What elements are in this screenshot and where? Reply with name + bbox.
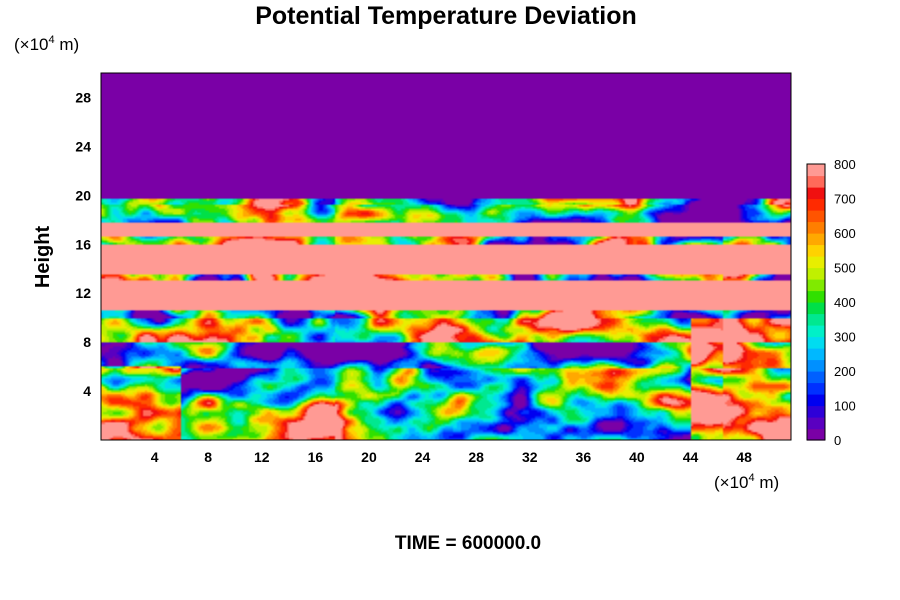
colorbar-swatch xyxy=(807,210,825,223)
y-tick-label: 24 xyxy=(75,138,91,154)
colorbar-swatch xyxy=(807,371,825,384)
colorbar-swatch xyxy=(807,221,825,234)
x-tick-label: 20 xyxy=(361,449,377,465)
colorbar-tick-label: 400 xyxy=(834,295,856,310)
colorbar-swatch xyxy=(807,267,825,280)
y-tick-label: 16 xyxy=(75,236,91,252)
colorbar-swatch xyxy=(807,290,825,303)
colorbar-tick-label: 100 xyxy=(834,399,856,414)
colorbar-swatch xyxy=(807,348,825,361)
colorbar-ticks: 0 100 200 300 400 500 600 700 800 xyxy=(834,157,856,448)
colorbar-swatch xyxy=(807,198,825,211)
colorbar-swatch xyxy=(807,164,825,177)
colorbar xyxy=(806,163,826,441)
y-axis-unit: (×104 m) xyxy=(14,34,79,54)
x-tick-label: 8 xyxy=(204,449,212,465)
x-tick-label: 40 xyxy=(629,449,645,465)
x-tick-label: 4 xyxy=(151,449,159,465)
colorbar-swatch xyxy=(807,359,825,372)
x-tick-label: 48 xyxy=(736,449,752,465)
x-tick-label: 44 xyxy=(683,449,699,465)
y-axis-ticks: 4 8 12 16 20 24 28 xyxy=(75,89,91,399)
colorbar-swatch xyxy=(807,313,825,326)
colorbar-swatch xyxy=(807,233,825,246)
colorbar-tick-label: 0 xyxy=(834,433,841,448)
x-tick-label: 16 xyxy=(308,449,324,465)
x-tick-label: 36 xyxy=(576,449,592,465)
colorbar-swatch xyxy=(807,382,825,395)
colorbar-swatch xyxy=(807,279,825,292)
colorbar-swatch xyxy=(807,394,825,407)
plot-area xyxy=(100,72,792,441)
y-axis-label: Height xyxy=(32,226,54,289)
y-tick-label: 12 xyxy=(75,285,91,301)
colorbar-swatch xyxy=(807,336,825,349)
y-tick-label: 4 xyxy=(83,383,91,399)
x-axis-unit: (×104 m) xyxy=(714,472,779,492)
time-label: TIME = 600000.0 xyxy=(395,533,541,554)
colorbar-swatch xyxy=(807,256,825,269)
x-tick-label: 24 xyxy=(415,449,431,465)
colorbar-swatch xyxy=(807,302,825,315)
chart-title: Potential Temperature Deviation xyxy=(255,2,637,30)
colorbar-swatch xyxy=(807,405,825,418)
x-tick-label: 28 xyxy=(468,449,484,465)
colorbar-tick-label: 300 xyxy=(834,330,856,345)
y-tick-label: 20 xyxy=(75,187,91,203)
heatmap-field xyxy=(101,73,791,440)
colorbar-swatch xyxy=(807,417,825,430)
colorbar-swatch xyxy=(807,244,825,257)
colorbar-tick-label: 800 xyxy=(834,157,856,172)
y-tick-label: 28 xyxy=(75,89,91,105)
colorbar-tick-label: 500 xyxy=(834,261,856,276)
x-tick-label: 32 xyxy=(522,449,538,465)
plot-frame xyxy=(100,72,792,441)
colorbar-swatch xyxy=(807,325,825,338)
colorbar-tick-label: 700 xyxy=(834,192,856,207)
x-tick-label: 12 xyxy=(254,449,270,465)
colorbar-swatch xyxy=(807,175,825,188)
colorbar-frame xyxy=(806,163,826,441)
colorbar-swatch xyxy=(807,187,825,200)
colorbar-tick-label: 200 xyxy=(834,364,856,379)
colorbar-tick-label: 600 xyxy=(834,226,856,241)
x-axis-ticks: 4 8 12 16 20 24 28 32 36 40 44 48 xyxy=(151,449,752,465)
colorbar-swatch xyxy=(807,428,825,441)
y-tick-label: 8 xyxy=(83,334,91,350)
